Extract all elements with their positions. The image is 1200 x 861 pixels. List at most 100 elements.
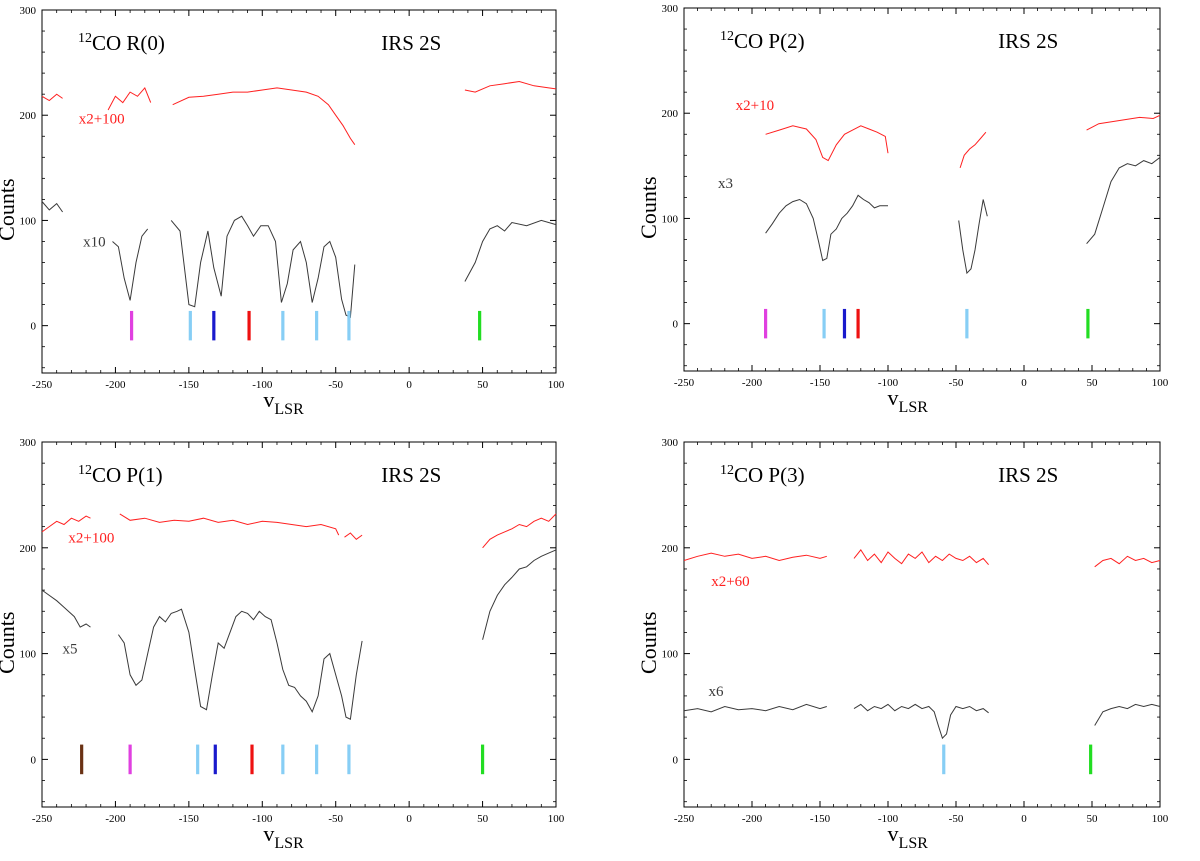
series-label: x6 <box>708 684 724 700</box>
series-line-x2+60 <box>683 552 827 562</box>
x-axis-title-main: v <box>263 821 274 846</box>
source-label: IRS 2S <box>998 29 1058 53</box>
x-tick-label: 100 <box>548 813 565 825</box>
y-tick-label: 300 <box>20 5 37 17</box>
plot-frame <box>683 441 1161 808</box>
series-line-x6 <box>853 703 989 740</box>
x-tick-label: -150 <box>179 813 200 825</box>
y-tick-label: 0 <box>31 321 37 333</box>
x-tick-label: 0 <box>406 379 412 391</box>
x-tick-label: 50 <box>477 813 489 825</box>
series-line-x6 <box>683 703 827 713</box>
series-line-x2+10 <box>1086 114 1161 131</box>
x-axis-title: vLSR <box>263 821 304 852</box>
series-line-x2+10 <box>765 125 889 162</box>
y-tick-label: 300 <box>662 3 679 15</box>
x-tick-label: 0 <box>1021 813 1027 825</box>
x-tick-label: -50 <box>949 813 964 825</box>
panel-title-molecule: CO P(2) <box>734 29 805 53</box>
x-tick-label: 0 <box>1021 377 1027 389</box>
source-label: IRS 2S <box>381 31 441 55</box>
panel-title: 12CO R(0) <box>78 31 165 55</box>
x-tick-label: -150 <box>179 379 200 391</box>
panel-title-isotope: 12 <box>720 463 734 478</box>
x-axis-title-sub: LSR <box>274 401 304 418</box>
y-axis-title: Counts <box>0 612 19 674</box>
y-tick-label: 100 <box>20 649 37 661</box>
x-tick-label: -200 <box>742 377 763 389</box>
plot-frame <box>683 7 1161 372</box>
panel-title-isotope: 12 <box>78 31 92 46</box>
y-tick-label: 200 <box>662 543 679 555</box>
panel-12co-r0: -250 -200 -150 -100 -50 0 50 100 0 100 200 300 vLSR C… <box>0 5 565 418</box>
y-tick-label: 300 <box>20 437 37 449</box>
x-tick-label: -50 <box>328 379 343 391</box>
series-line-x2+100 <box>41 515 91 533</box>
series-label: x2+100 <box>79 112 125 128</box>
series-line-x2+10 <box>959 131 987 169</box>
series-label: x2+60 <box>711 574 749 590</box>
x-tick-label: -100 <box>878 377 899 389</box>
series-line-x3 <box>765 194 888 262</box>
y-tick-label: 0 <box>673 754 679 766</box>
series-line-x2+100 <box>107 86 152 111</box>
series-line-x5 <box>41 589 91 628</box>
y-tick-label: 0 <box>673 319 679 331</box>
x-axis-title-sub: LSR <box>274 835 304 852</box>
x-tick-label: -100 <box>252 379 273 391</box>
panel-title: 12CO P(2) <box>720 29 805 53</box>
panel-title-molecule: CO R(0) <box>92 31 165 55</box>
panel-12co-p3: -250 -200 -150 -100 -50 0 50 100 0 100 200 300 vLSR C… <box>636 437 1169 852</box>
x-axis-title: vLSR <box>888 385 929 416</box>
series-line-x2+100 <box>344 532 363 540</box>
plot-frame <box>41 9 557 374</box>
series-label: x2+100 <box>68 531 114 547</box>
series-line-x5 <box>482 549 557 640</box>
panel-12co-p1: -250 -200 -150 -100 -50 0 50 100 0 100 200 300 vLSR C… <box>0 437 565 852</box>
series-line-x6 <box>1094 703 1161 726</box>
y-tick-label: 300 <box>662 437 679 449</box>
x-tick-label: -100 <box>252 813 273 825</box>
x-axis-title: vLSR <box>263 387 304 418</box>
source-label: IRS 2S <box>381 463 441 487</box>
plot-frame <box>41 441 557 808</box>
x-tick-label: -200 <box>742 813 763 825</box>
series-line-x10 <box>170 215 356 318</box>
x-tick-label: 50 <box>477 379 489 391</box>
x-tick-label: 100 <box>548 379 565 391</box>
series-line-x10 <box>464 219 557 282</box>
series-label: x10 <box>83 235 106 251</box>
source-label: IRS 2S <box>998 463 1058 487</box>
x-tick-label: 50 <box>1087 377 1099 389</box>
x-tick-label: -200 <box>105 813 126 825</box>
series-line-x2+60 <box>1094 555 1161 568</box>
x-axis-title-sub: LSR <box>899 835 929 852</box>
panel-title-molecule: CO P(1) <box>92 463 163 487</box>
panel-title: 12CO P(3) <box>720 463 805 487</box>
y-axis-title: Counts <box>0 178 19 240</box>
x-tick-label: -250 <box>32 379 53 391</box>
series-line-x3 <box>958 199 988 275</box>
y-tick-label: 200 <box>20 543 37 555</box>
x-tick-label: -150 <box>810 377 831 389</box>
x-tick-label: -200 <box>105 379 126 391</box>
series-line-x2+100 <box>172 87 356 145</box>
y-tick-label: 100 <box>662 213 679 225</box>
series-line-x2+60 <box>853 549 989 566</box>
panel-title: 12CO P(1) <box>78 463 163 487</box>
x-tick-label: -100 <box>878 813 899 825</box>
panel-title-isotope: 12 <box>78 463 92 478</box>
x-tick-label: 0 <box>406 813 412 825</box>
series-line-x10 <box>112 228 149 301</box>
x-tick-label: -250 <box>674 377 695 389</box>
x-tick-label: 50 <box>1087 813 1099 825</box>
x-axis-title-main: v <box>263 387 274 412</box>
y-axis-title: Counts <box>636 612 661 674</box>
y-tick-label: 200 <box>20 110 37 122</box>
x-tick-label: -150 <box>810 813 831 825</box>
x-tick-label: -250 <box>32 813 53 825</box>
panel-12co-p2: -250 -200 -150 -100 -50 0 50 100 0 100 200 300 vLSR C… <box>636 3 1169 416</box>
y-tick-label: 200 <box>662 108 679 120</box>
x-tick-label: 100 <box>1152 377 1169 389</box>
